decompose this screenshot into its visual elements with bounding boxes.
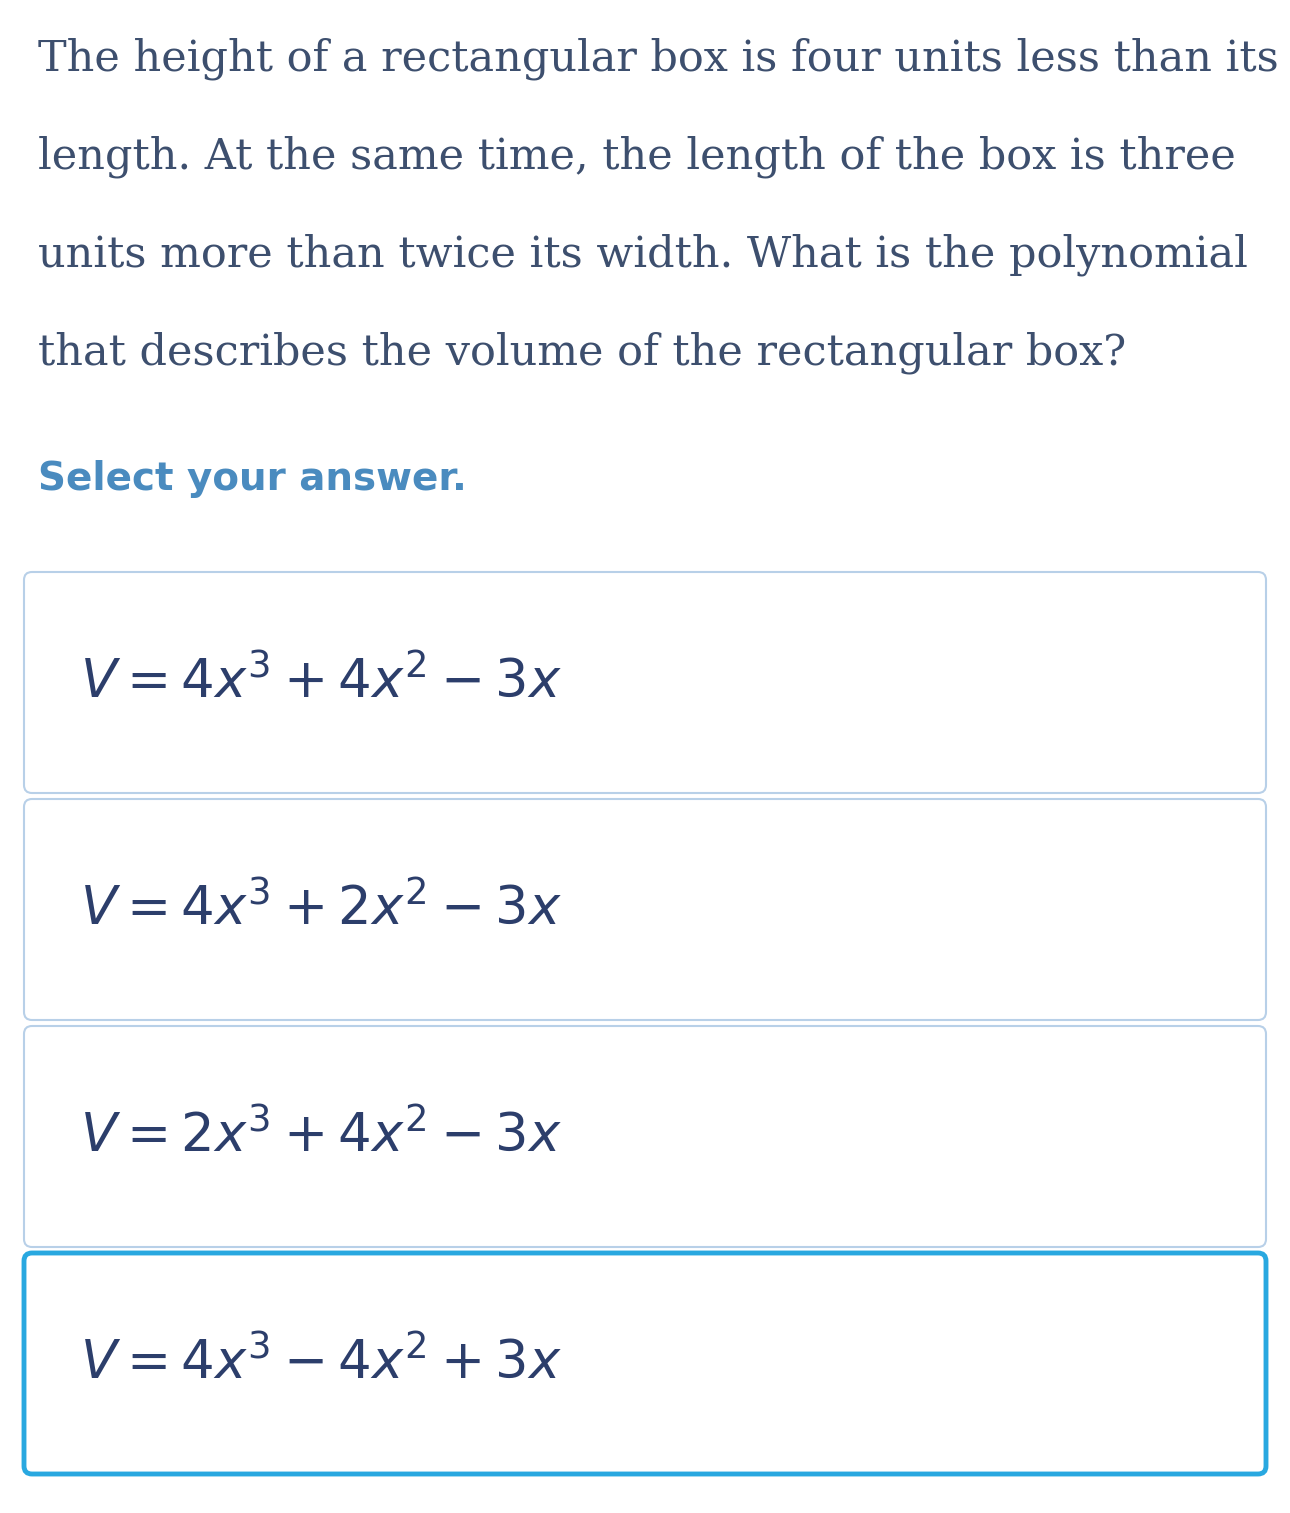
Text: $V = 4x^3 + 4x^2 - 3x$: $V = 4x^3 + 4x^2 - 3x$ bbox=[80, 657, 561, 708]
FancyBboxPatch shape bbox=[25, 799, 1265, 1020]
FancyBboxPatch shape bbox=[25, 1026, 1265, 1247]
Text: that describes the volume of the rectangular box?: that describes the volume of the rectang… bbox=[37, 331, 1126, 375]
Text: units more than twice its width. What is the polynomial: units more than twice its width. What is… bbox=[37, 235, 1247, 277]
Text: Select your answer.: Select your answer. bbox=[37, 460, 467, 498]
Text: $V = 4x^3 + 2x^2 - 3x$: $V = 4x^3 + 2x^2 - 3x$ bbox=[80, 884, 561, 935]
FancyBboxPatch shape bbox=[25, 572, 1265, 793]
Text: length. At the same time, the length of the box is three: length. At the same time, the length of … bbox=[37, 136, 1236, 179]
FancyBboxPatch shape bbox=[25, 1253, 1265, 1474]
Text: $V = 2x^3 + 4x^2 - 3x$: $V = 2x^3 + 4x^2 - 3x$ bbox=[80, 1111, 561, 1162]
Text: $V = 4x^3 - 4x^2 + 3x$: $V = 4x^3 - 4x^2 + 3x$ bbox=[80, 1337, 561, 1389]
Text: The height of a rectangular box is four units less than its: The height of a rectangular box is four … bbox=[37, 38, 1278, 80]
